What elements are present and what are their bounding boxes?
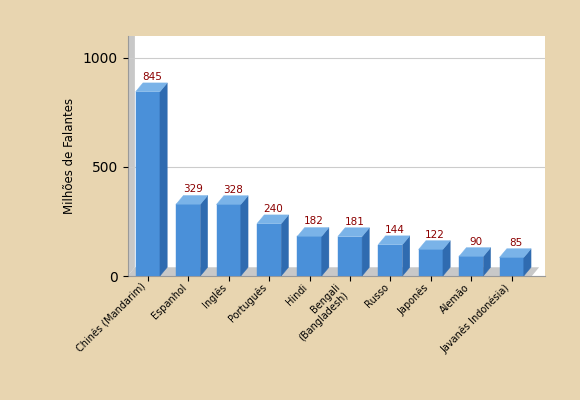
Polygon shape [200, 196, 208, 276]
Bar [419, 249, 443, 276]
Polygon shape [499, 249, 531, 258]
Polygon shape [403, 236, 410, 276]
Text: 328: 328 [223, 185, 243, 195]
Polygon shape [128, 27, 135, 276]
Bar [216, 204, 241, 276]
Bar [459, 256, 483, 276]
Text: 329: 329 [183, 184, 202, 194]
Polygon shape [483, 248, 491, 276]
Polygon shape [176, 196, 208, 204]
Polygon shape [241, 196, 248, 276]
Text: 182: 182 [304, 216, 324, 226]
Text: Espanhol: Espanhol [150, 282, 188, 321]
Bar [499, 258, 524, 276]
Text: Chinês (Mandarim): Chinês (Mandarim) [75, 282, 148, 355]
Text: Inglês: Inglês [201, 282, 229, 310]
Polygon shape [524, 249, 531, 276]
Text: Alemão: Alemão [438, 282, 471, 315]
Polygon shape [443, 241, 450, 276]
Bar [257, 224, 281, 276]
Polygon shape [362, 228, 369, 276]
Text: 181: 181 [345, 217, 364, 227]
Text: 240: 240 [264, 204, 284, 214]
Y-axis label: Milhões de Falantes: Milhões de Falantes [63, 98, 76, 214]
Text: 845: 845 [142, 72, 162, 82]
Text: Javanês Indonésia): Javanês Indonésia) [439, 282, 512, 354]
Polygon shape [281, 215, 288, 276]
Polygon shape [378, 236, 410, 244]
Polygon shape [338, 228, 369, 236]
Polygon shape [419, 241, 450, 249]
Text: Bengali
(Bangladesh): Bengali (Bangladesh) [289, 282, 350, 343]
Text: Português: Português [227, 282, 269, 324]
Polygon shape [216, 196, 248, 204]
Bar [298, 236, 322, 276]
Text: 85: 85 [509, 238, 523, 248]
Polygon shape [322, 228, 329, 276]
Polygon shape [136, 83, 167, 92]
Polygon shape [128, 267, 539, 276]
Text: 144: 144 [385, 225, 405, 235]
Text: 90: 90 [469, 236, 482, 246]
Polygon shape [459, 248, 491, 256]
Polygon shape [298, 228, 329, 236]
Bar [176, 204, 200, 276]
Text: 122: 122 [425, 230, 445, 240]
Bar [136, 92, 160, 276]
Bar [378, 244, 403, 276]
Polygon shape [257, 215, 288, 224]
Text: Russo: Russo [363, 282, 390, 310]
Bar [338, 236, 362, 276]
Polygon shape [160, 83, 167, 276]
Text: Hindi: Hindi [285, 282, 310, 307]
Text: Japonês: Japonês [396, 282, 431, 316]
